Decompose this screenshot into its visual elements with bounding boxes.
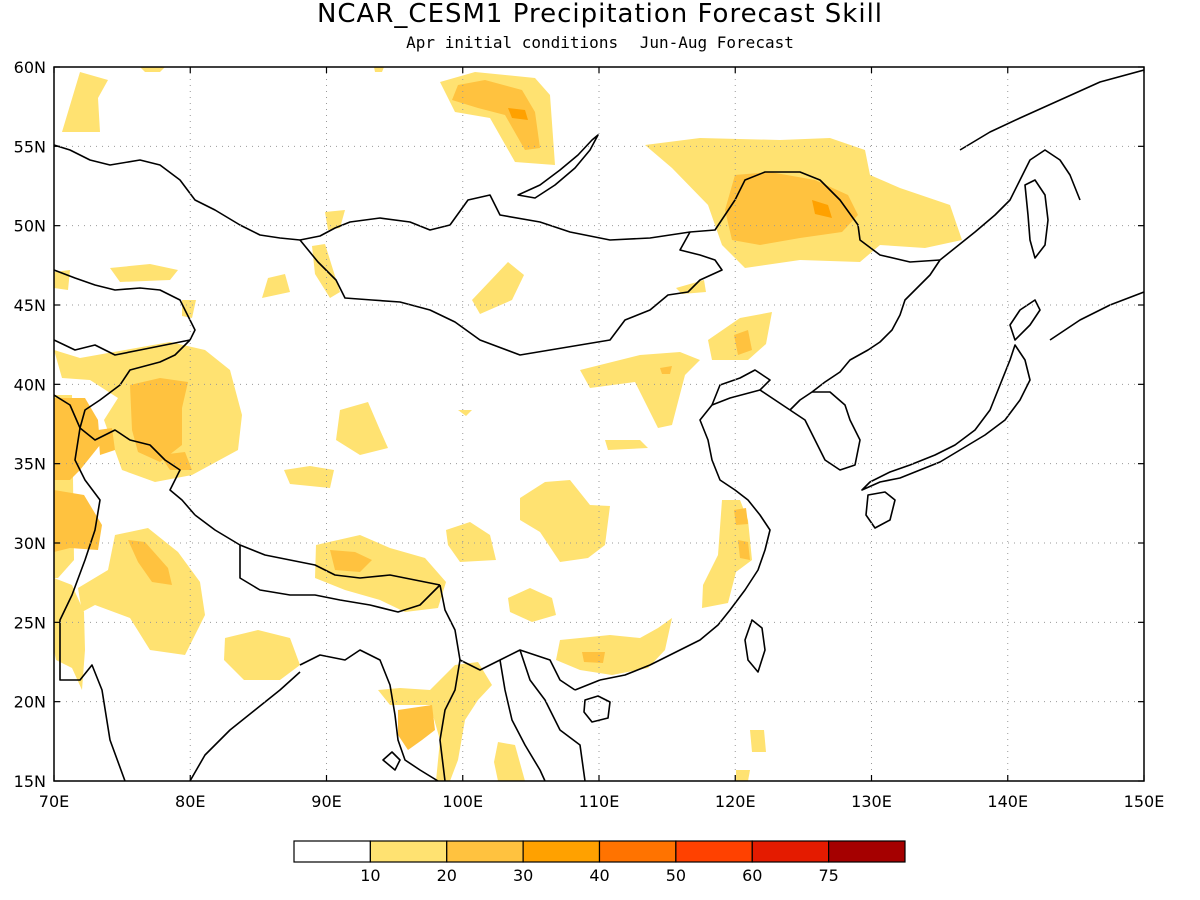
colorbar-swatch — [751, 840, 830, 863]
lat-label: 30N — [14, 534, 46, 553]
colorbar-swatch — [828, 840, 906, 863]
longitude-axis: 70E 80E 90E 100E 110E 120E 130E 140E 150E — [39, 67, 1165, 811]
colorbar-label: 50 — [666, 866, 686, 885]
lat-label: 50N — [14, 217, 46, 236]
lat-label: 45N — [14, 296, 46, 315]
colorbar-label: 60 — [742, 866, 762, 885]
subtitle-forecast-period: Jun-Aug Forecast — [639, 33, 794, 52]
colorbar-label: 20 — [437, 866, 457, 885]
skill-shading — [54, 67, 962, 781]
lat-label: 15N — [14, 772, 46, 791]
colorbar-swatch — [598, 840, 677, 863]
colorbar-label: 30 — [513, 866, 533, 885]
lon-label: 150E — [1124, 792, 1165, 811]
coastlines-and-borders — [54, 69, 1144, 781]
lon-label: 140E — [987, 792, 1028, 811]
colorbar-label: 75 — [818, 866, 838, 885]
lon-label: 90E — [311, 792, 341, 811]
colorbar-swatch — [369, 840, 448, 863]
map-subtitle: Apr initial conditions Jun-Aug Forecast — [0, 34, 1200, 52]
colorbar-label: 40 — [589, 866, 609, 885]
lat-label: 40N — [14, 375, 46, 394]
lon-label: 110E — [579, 792, 620, 811]
lon-label: 100E — [442, 792, 483, 811]
lat-label: 25N — [14, 613, 46, 632]
lat-label: 55N — [14, 137, 46, 156]
colorbar: 10 20 30 40 50 60 75 — [293, 840, 906, 885]
map-title: NCAR_CESM1 Precipitation Forecast Skill — [316, 0, 884, 29]
colorbar-swatch — [293, 840, 371, 863]
lon-label: 80E — [175, 792, 205, 811]
subtitle-initial-conditions: Apr initial conditions — [406, 33, 619, 52]
grid-lines — [54, 67, 1144, 781]
colorbar-label: 10 — [360, 866, 380, 885]
colorbar-swatch — [675, 840, 753, 863]
lat-label: 20N — [14, 693, 46, 712]
skill-level-20-30 — [54, 80, 858, 750]
lon-label: 130E — [851, 792, 892, 811]
lat-label: 60N — [14, 58, 46, 77]
skill-level-30-40 — [508, 108, 832, 218]
lon-label: 120E — [715, 792, 756, 811]
colorbar-swatch — [522, 840, 601, 863]
lat-label: 35N — [14, 455, 46, 474]
lon-label: 70E — [39, 792, 69, 811]
colorbar-swatch — [446, 840, 524, 863]
latitude-axis: 15N 20N 25N 30N 35N 40N 45N 50N 55N 60N — [14, 58, 1144, 791]
